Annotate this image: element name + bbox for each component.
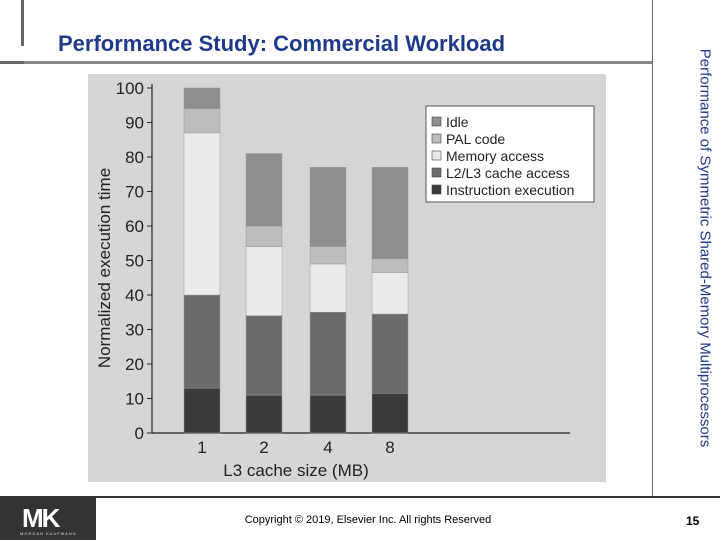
bar-segment: [245, 225, 283, 247]
legend-swatch: [431, 150, 442, 161]
footer-divider: [0, 496, 720, 498]
bar-segment: [309, 394, 347, 434]
x-axis-label: L3 cache size (MB): [223, 461, 369, 480]
y-tick-label: 50: [125, 252, 144, 271]
legend-label: L2/L3 cache access: [446, 165, 570, 181]
side-title-band: [652, 0, 720, 496]
bar-segment: [371, 393, 409, 434]
title-underline-accent: [0, 61, 24, 64]
page-number: 15: [686, 514, 700, 528]
bar-segment: [309, 263, 347, 313]
bar-segment: [245, 246, 283, 316]
footer: [0, 496, 720, 540]
side-title: Performance of Symmetric Shared-Memory M…: [696, 48, 714, 448]
bar-segment: [183, 108, 221, 134]
title-underline: [0, 61, 652, 64]
x-tick-label: 8: [385, 438, 394, 457]
bar-segment: [309, 246, 347, 265]
bar-segment: [245, 153, 283, 227]
y-tick-label: 0: [135, 424, 144, 443]
x-tick-label: 1: [197, 438, 206, 457]
bar-segment: [183, 387, 221, 434]
legend-label: Instruction execution: [446, 182, 574, 198]
bar-segment: [245, 394, 283, 434]
bar-segment: [183, 132, 221, 296]
bar-segment: [371, 167, 409, 260]
y-tick-label: 40: [125, 286, 144, 305]
legend-swatch: [431, 167, 442, 178]
y-tick-label: 70: [125, 183, 144, 202]
bar-segment: [371, 313, 409, 394]
legend-swatch: [431, 133, 442, 144]
y-tick-label: 90: [125, 114, 144, 133]
publisher-logo: [0, 498, 96, 540]
bar-segment: [309, 312, 347, 396]
legend-label: Idle: [446, 114, 469, 130]
legend-label: Memory access: [446, 148, 544, 164]
legend-swatch: [431, 116, 442, 127]
copyright-notice: Copyright © 2019, Elsevier Inc. All righ…: [244, 514, 492, 526]
y-tick-label: 80: [125, 148, 144, 167]
bar-segment: [183, 87, 221, 109]
legend-swatch: [431, 184, 442, 195]
slide-title: Performance Study: Commercial Workload: [58, 31, 506, 56]
x-tick-label: 2: [259, 438, 268, 457]
legend-label: PAL code: [446, 131, 505, 147]
bar-segment: [183, 294, 221, 389]
bar-segment: [371, 258, 409, 273]
bar-segment: [309, 167, 347, 247]
bar-segment: [245, 315, 283, 396]
y-tick-label: 30: [125, 321, 144, 340]
y-tick-label: 60: [125, 217, 144, 236]
y-tick-label: 20: [125, 355, 144, 374]
y-axis-label: Normalized execution time: [95, 168, 114, 368]
x-tick-label: 4: [323, 438, 332, 457]
bar-segment: [371, 272, 409, 315]
logo-subtext: MORGAN KAUFMANN: [20, 531, 77, 536]
y-tick-label: 10: [125, 390, 144, 409]
decorative-vertical-bar: [21, 0, 24, 46]
stacked-bar-chart: 0 10 20 30 40 50 60 70 80 90 100 Normalized executi…: [88, 74, 606, 482]
legend-box: [425, 105, 595, 203]
y-tick-label: 100: [116, 79, 144, 98]
logo-text: MK: [22, 503, 60, 533]
